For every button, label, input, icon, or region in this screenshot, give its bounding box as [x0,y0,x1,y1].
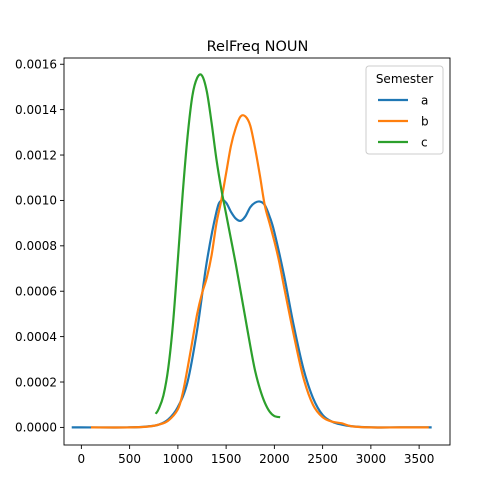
y-tick-label: 0.0012 [15,148,57,162]
y-tick-label: 0.0000 [15,421,57,435]
x-tick-label: 0 [78,452,86,466]
legend-title: Semester [376,72,433,86]
x-tick-label: 3000 [356,452,387,466]
axes: 0 500 1000 1500 2000 2500 3000 3500 0.0000 0.0002… [15,57,451,466]
x-tick-label: 3500 [404,452,435,466]
y-tick-label: 0.0016 [15,58,57,72]
legend-label-a: a [421,93,428,107]
y-tick-label: 0.0010 [15,194,57,208]
plot-series [71,73,432,429]
x-tick-label: 500 [118,452,141,466]
series-line-b [91,114,429,429]
x-tick-label: 1000 [163,452,194,466]
legend-label-c: c [421,135,428,149]
series-line-c [154,73,281,419]
legend-box [365,65,444,155]
y-tick-label: 0.0004 [15,330,57,344]
y-tick-label: 0.0002 [15,375,57,389]
x-tick-label: 1500 [211,452,242,466]
plot-frame [63,57,451,446]
x-tick-label: 2500 [307,452,338,466]
chart-title: RelFreq NOUN [207,39,309,55]
x-tick-label: 2000 [259,452,290,466]
legend: Semester abc [365,65,444,155]
y-tick-label: 0.0014 [15,103,57,117]
y-tick-label: 0.0008 [15,239,57,253]
y-tick-label: 0.0006 [15,285,57,299]
legend-label-b: b [421,114,429,128]
